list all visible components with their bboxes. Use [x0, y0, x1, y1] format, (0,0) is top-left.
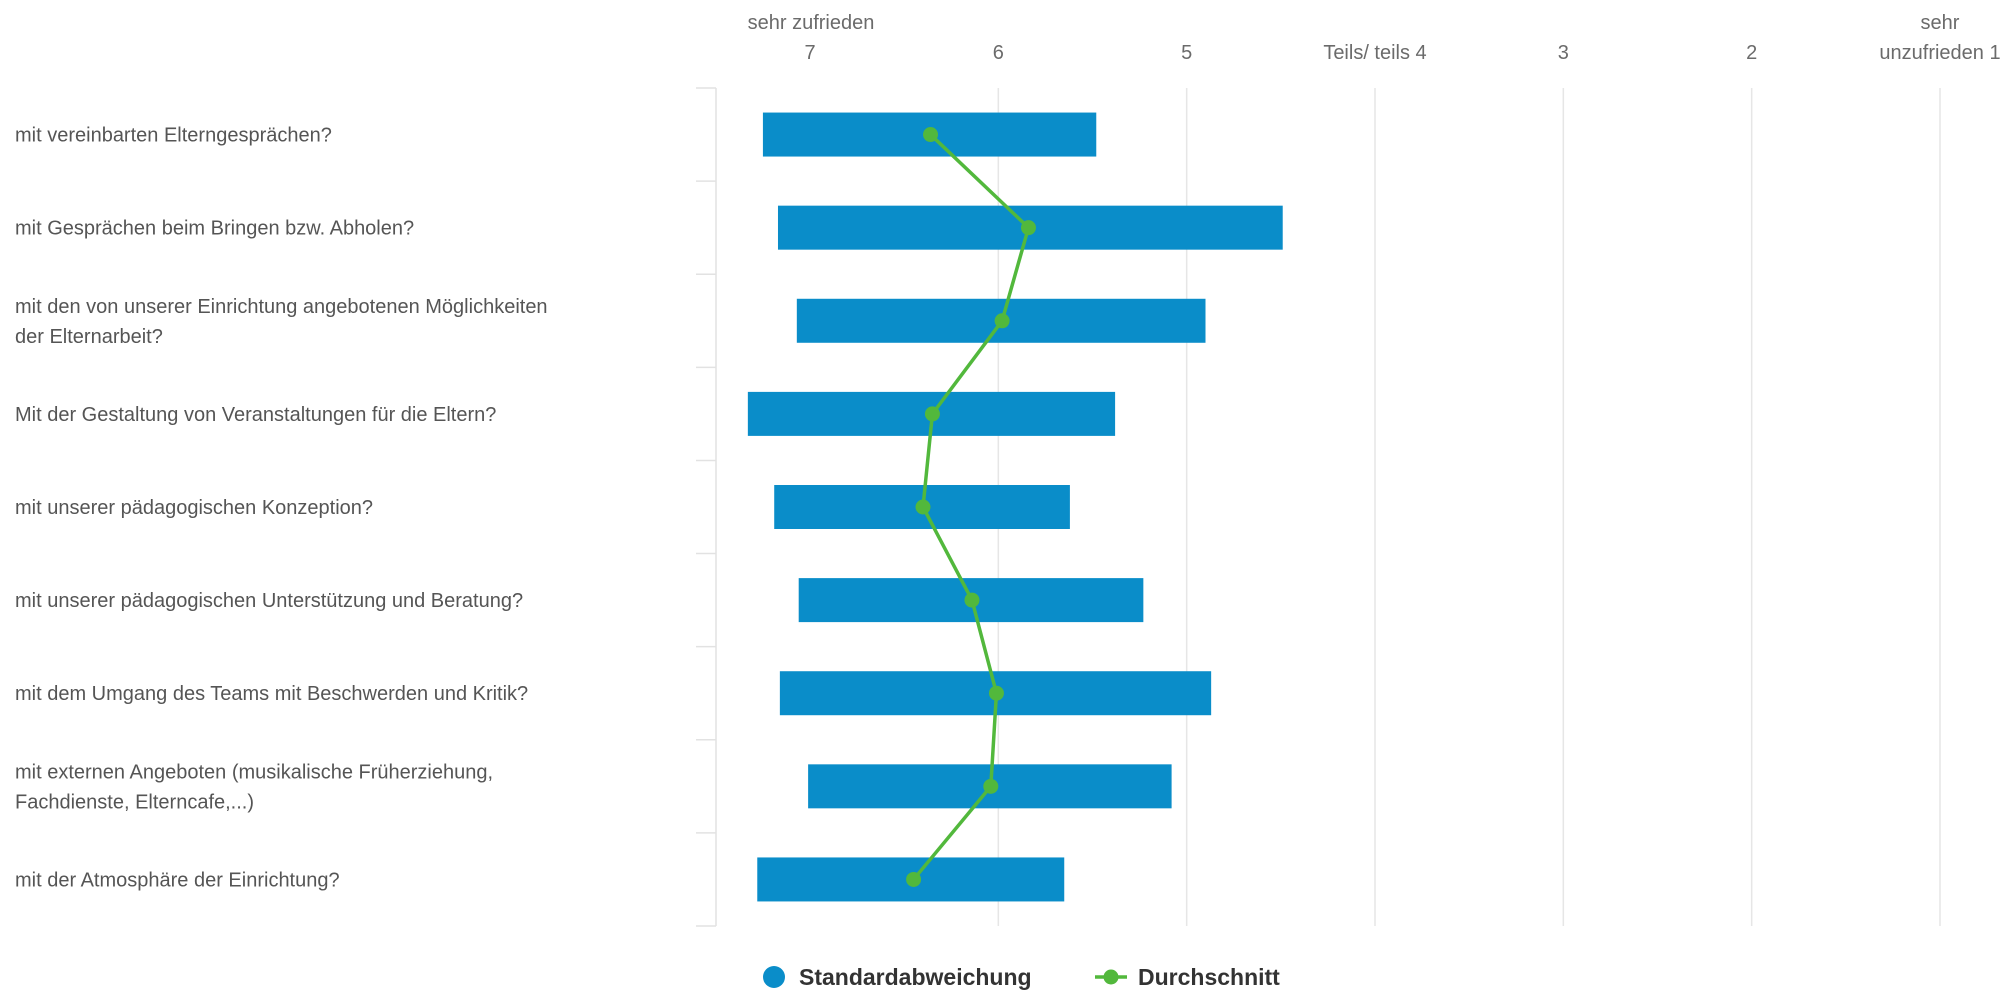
- average-point: [924, 406, 940, 422]
- x-tick-label: Teils/ teils 4: [1323, 42, 1426, 64]
- x-tick-label: 7: [804, 42, 815, 64]
- category-label: der Elternarbeit?: [15, 326, 163, 348]
- average-point: [915, 499, 931, 515]
- average-point: [994, 313, 1010, 329]
- category-label: mit der Atmosphäre der Einrichtung?: [15, 869, 340, 891]
- legend-label-durchschnitt: Durchschnitt: [1138, 964, 1280, 990]
- category-label: mit unserer pädagogischen Unterstützung …: [15, 590, 523, 612]
- category-label: Mit der Gestaltung von Veranstaltungen f…: [15, 404, 496, 426]
- average-point: [906, 871, 922, 887]
- legend-label-standardabweichung: Standardabweichung: [799, 964, 1032, 990]
- x-tick-label-upper: sehr: [1921, 12, 1960, 34]
- category-label: mit Gesprächen beim Bringen bzw. Abholen…: [15, 218, 414, 240]
- category-label: mit unserer pädagogischen Konzeption?: [15, 497, 373, 519]
- legend-marker-durchschnitt: [1103, 969, 1119, 985]
- x-tick-label: 3: [1558, 42, 1569, 64]
- average-point: [1020, 220, 1036, 236]
- x-tick-label: 2: [1746, 42, 1757, 64]
- x-tick-label: unzufrieden 1: [1879, 42, 2000, 64]
- average-point: [983, 778, 999, 794]
- legend-marker-standardabweichung: [763, 966, 785, 988]
- category-label: Fachdienste, Elterncafe,...): [15, 791, 254, 813]
- category-label: mit vereinbarten Elterngesprächen?: [15, 125, 332, 147]
- average-point: [988, 685, 1004, 701]
- category-label: mit dem Umgang des Teams mit Beschwerden…: [15, 683, 528, 705]
- x-tick-label-upper: sehr zufrieden: [748, 12, 875, 34]
- x-tick-label: 5: [1181, 42, 1192, 64]
- average-point: [923, 127, 939, 143]
- average-point: [964, 592, 980, 608]
- category-label: mit den von unserer Einrichtung angebote…: [15, 296, 548, 318]
- category-label: mit externen Angeboten (musikalische Frü…: [15, 761, 493, 783]
- x-tick-label: 6: [993, 42, 1004, 64]
